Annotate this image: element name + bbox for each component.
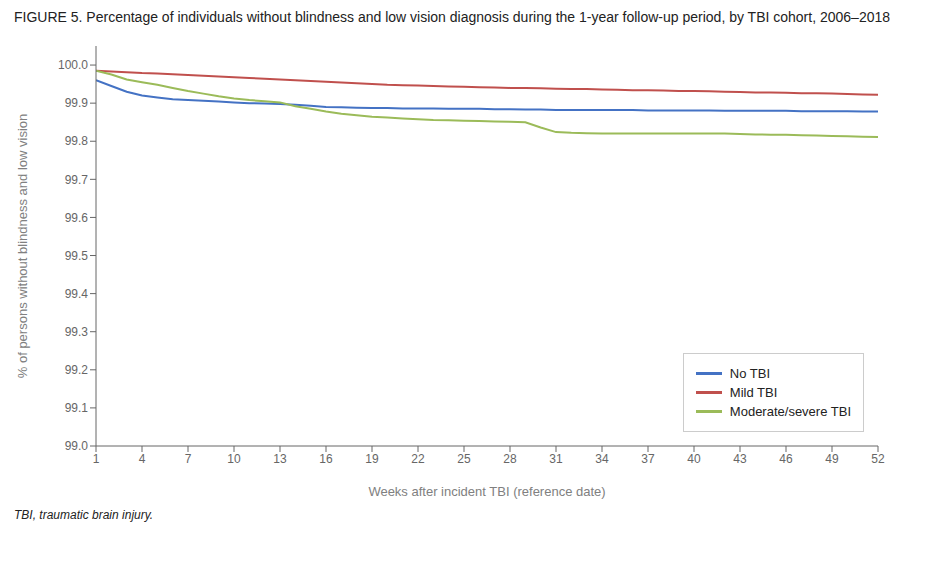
svg-text:99.2: 99.2 — [65, 363, 89, 377]
svg-text:22: 22 — [411, 452, 425, 466]
svg-text:28: 28 — [503, 452, 517, 466]
svg-text:34: 34 — [595, 452, 609, 466]
svg-text:31: 31 — [549, 452, 563, 466]
html-text:No TBI: No TBI — [729, 366, 771, 381]
svg-text:% of persons without blindness: % of persons without blindness and low v… — [15, 114, 30, 378]
html-text:Mild TBI: Mild TBI — [729, 385, 778, 400]
svg-text:43: 43 — [733, 452, 747, 466]
svg-text:1: 1 — [93, 452, 100, 466]
html-text:Moderate/severe TBI: Moderate/severe TBI — [729, 404, 851, 419]
svg-text:4: 4 — [139, 452, 146, 466]
svg-text:Weeks after incident TBI (refe: Weeks after incident TBI (reference date… — [368, 484, 605, 499]
svg-text:49: 49 — [825, 452, 839, 466]
svg-text:99.3: 99.3 — [65, 325, 89, 339]
svg-text:99.8: 99.8 — [65, 134, 89, 148]
svg-text:52: 52 — [871, 452, 885, 466]
svg-text:99.1: 99.1 — [65, 401, 89, 415]
svg-text:13: 13 — [273, 452, 287, 466]
svg-text:99.7: 99.7 — [65, 173, 89, 187]
html-text:FIGURE 5. Percentage of indivi: FIGURE 5. Percentage of individuals with… — [14, 9, 890, 25]
svg-text:99.0: 99.0 — [65, 439, 89, 453]
html-text:TBI, traumatic brain injury.: TBI, traumatic brain injury. — [14, 508, 154, 522]
svg-text:10: 10 — [227, 452, 241, 466]
svg-text:99.9: 99.9 — [65, 96, 89, 110]
svg-text:7: 7 — [185, 452, 192, 466]
svg-text:99.5: 99.5 — [65, 249, 89, 263]
svg-text:46: 46 — [779, 452, 793, 466]
svg-text:37: 37 — [641, 452, 655, 466]
svg-text:99.4: 99.4 — [65, 287, 89, 301]
svg-text:19: 19 — [365, 452, 379, 466]
svg-text:25: 25 — [457, 452, 471, 466]
svg-text:99.6: 99.6 — [65, 211, 89, 225]
svg-text:100.0: 100.0 — [58, 58, 88, 72]
svg-text:16: 16 — [319, 452, 333, 466]
svg-text:40: 40 — [687, 452, 701, 466]
